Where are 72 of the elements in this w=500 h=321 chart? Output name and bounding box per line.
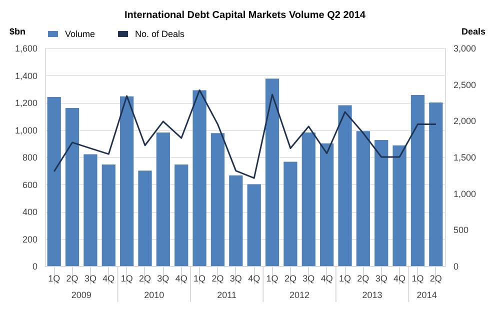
x-tick-label: 2Q bbox=[284, 274, 296, 284]
text: 2010 bbox=[144, 290, 164, 300]
x-tick-label: 4Q bbox=[102, 274, 115, 284]
x-tick-label: 1Q bbox=[194, 274, 206, 284]
x-tick-label: 1Q bbox=[412, 274, 424, 284]
text: 2009 bbox=[71, 290, 92, 300]
y2-tick-label: 2,000 bbox=[454, 116, 476, 126]
bar bbox=[410, 95, 425, 266]
chart-title: International Debt Capital Markets Volume Q2 2014 bbox=[124, 10, 366, 21]
bar bbox=[247, 184, 261, 266]
x-tick-label: 4Q bbox=[175, 274, 188, 284]
bar bbox=[265, 78, 280, 266]
y-tick-label: 0 bbox=[32, 262, 38, 272]
x-tick-label: 3Q bbox=[84, 274, 96, 284]
x-tick-label: 2Q bbox=[357, 274, 370, 284]
bar bbox=[120, 96, 134, 266]
bar bbox=[65, 108, 80, 266]
y2-tick-label: 1,000 bbox=[454, 188, 476, 199]
x-tick-label: 1Q bbox=[338, 274, 352, 284]
text: 2014 bbox=[416, 290, 437, 300]
x-tick-label: 2Q bbox=[430, 274, 442, 284]
legend-label: No. of Deals bbox=[135, 29, 186, 39]
y-axis-title: $bn bbox=[9, 26, 26, 36]
bar bbox=[320, 143, 334, 266]
y-tick-label: 600 bbox=[22, 180, 38, 190]
x-tick-label: 3Q bbox=[375, 274, 388, 284]
bar bbox=[284, 162, 298, 266]
bar bbox=[47, 97, 61, 266]
text: 2013 bbox=[362, 290, 382, 300]
y2-tick-label: 0 bbox=[454, 262, 459, 272]
line-series bbox=[53, 89, 437, 179]
y-tick-label: 1,200 bbox=[14, 98, 38, 108]
bar bbox=[192, 90, 206, 266]
x-tick-label: 2Q bbox=[138, 274, 152, 284]
bar bbox=[210, 133, 225, 266]
bar bbox=[356, 131, 370, 266]
bar bbox=[374, 140, 388, 266]
bar bbox=[102, 164, 116, 266]
y-tick-label: 400 bbox=[22, 207, 38, 217]
x-tick-label: 2Q bbox=[66, 274, 78, 284]
y2-tick-label: 3,000 bbox=[454, 44, 476, 54]
bar bbox=[429, 102, 443, 266]
bar bbox=[338, 105, 352, 266]
bar bbox=[138, 170, 152, 266]
y-tick-label: 1,000 bbox=[14, 125, 38, 136]
bar bbox=[229, 175, 243, 266]
y2-tick-label: 1,500 bbox=[454, 152, 476, 162]
bar bbox=[174, 164, 188, 266]
y-tick-label: 1,600 bbox=[14, 44, 38, 54]
text: 2012 bbox=[290, 290, 310, 300]
x-tick-label: 4Q bbox=[394, 274, 406, 284]
x-tick-label: 1Q bbox=[266, 274, 278, 284]
x-tick-label: 3Q bbox=[157, 274, 170, 284]
bar bbox=[392, 145, 406, 266]
y-tick-label: 1,400 bbox=[14, 70, 38, 81]
bar bbox=[302, 132, 316, 266]
x-tick-label: 1Q bbox=[48, 274, 60, 284]
bar bbox=[84, 154, 98, 266]
legend-label: Volume bbox=[65, 29, 96, 39]
y-tick-label: 800 bbox=[22, 152, 38, 162]
x-tick-label: 4Q bbox=[320, 274, 333, 284]
x-tick-label: 4Q bbox=[248, 274, 260, 284]
y2-tick-label: 2,500 bbox=[454, 80, 476, 90]
x-tick-label: 3Q bbox=[302, 274, 315, 284]
x-tick-label: 3Q bbox=[230, 274, 242, 284]
y2-axis-title: Deals bbox=[461, 26, 486, 36]
y-tick-label: 200 bbox=[22, 234, 38, 244]
y2-tick-label: 500 bbox=[454, 225, 469, 236]
x-tick-label: 1Q bbox=[120, 274, 133, 284]
text: 2011 bbox=[217, 290, 236, 300]
x-tick-label: 2Q bbox=[212, 274, 224, 284]
bar bbox=[156, 132, 170, 266]
